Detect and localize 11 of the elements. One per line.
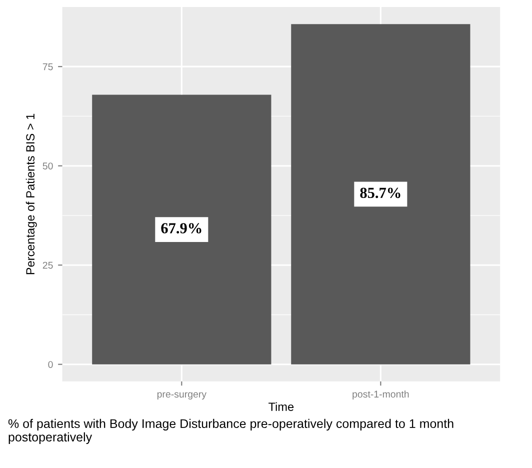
x-tick-label: pre-surgery xyxy=(157,392,206,400)
x-axis-title: Time xyxy=(268,402,294,411)
text: % of patients with Body Image Disturbance pre-operatively compared to 1 month postoperatively xyxy=(8,418,454,444)
y-axis-title: Percentage of Patients BIS > 1 xyxy=(26,114,37,274)
y-tick-label: 75 xyxy=(42,63,53,70)
y-tick-label: 25 xyxy=(42,262,53,269)
data-label: 85.7% xyxy=(360,188,400,198)
x-tick-label: post-1-month xyxy=(352,390,409,400)
y-tick-label: 0 xyxy=(48,361,53,368)
data-label: 67.9% xyxy=(161,223,202,234)
y-tick-label: 50 xyxy=(42,162,53,170)
